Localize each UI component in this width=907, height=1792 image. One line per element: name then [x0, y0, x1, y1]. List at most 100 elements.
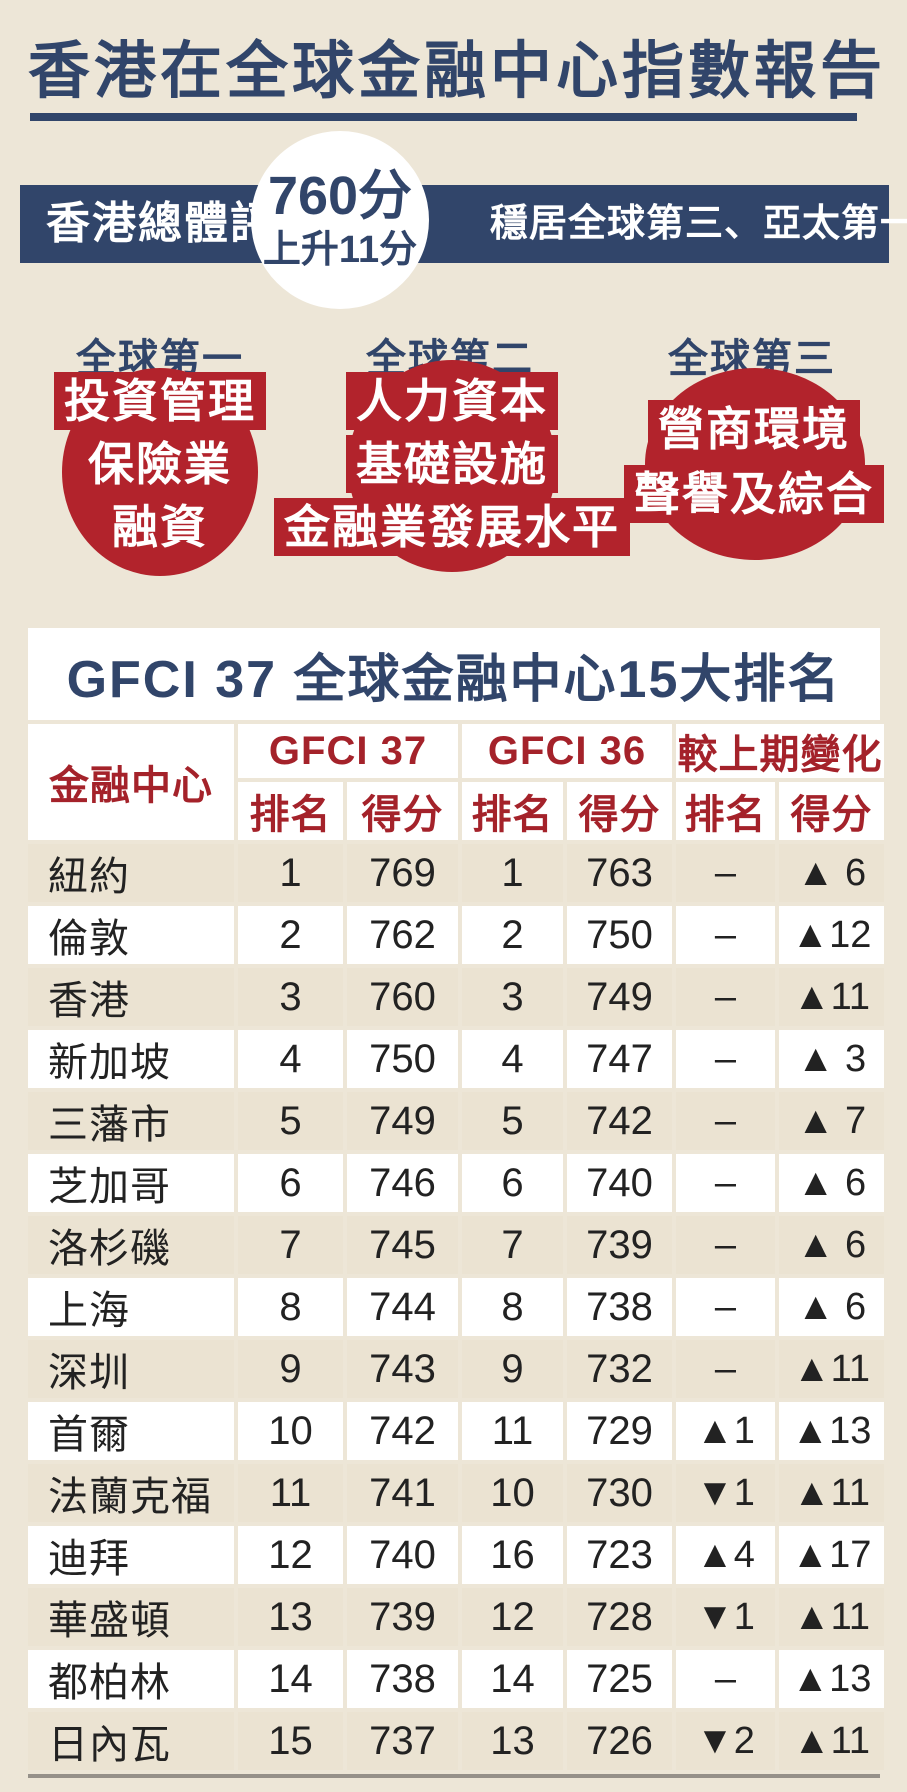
change-score-cell: ▲ 6: [779, 1278, 884, 1336]
subheader-score: 得分: [567, 782, 672, 840]
city-cell: 深圳: [28, 1340, 234, 1398]
gfci36-score-cell: 726: [567, 1712, 672, 1770]
city-cell: 倫敦: [28, 906, 234, 964]
gfci37-rank-cell: 12: [238, 1526, 343, 1584]
change-rank-cell: –: [676, 968, 775, 1026]
gfci37-score-cell: 760: [347, 968, 458, 1026]
change-score-cell: ▲17: [779, 1526, 884, 1584]
gfci37-rank-cell: 5: [238, 1092, 343, 1150]
gfci37-rank-cell: 8: [238, 1278, 343, 1336]
gfci36-rank-cell: 13: [462, 1712, 563, 1770]
gfci36-rank-cell: 16: [462, 1526, 563, 1584]
gfci36-rank-cell: 3: [462, 968, 563, 1026]
category-label: 營商環境: [648, 400, 860, 458]
gfci36-rank-cell: 10: [462, 1464, 563, 1522]
gfci37-rank-cell: 1: [238, 844, 343, 902]
subheader-rank: 排名: [676, 782, 775, 840]
change-rank-cell: –: [676, 1092, 775, 1150]
gfci36-score-cell: 740: [567, 1154, 672, 1212]
gfci36-score-cell: 728: [567, 1588, 672, 1646]
gfci36-rank-cell: 2: [462, 906, 563, 964]
city-cell: 新加坡: [28, 1030, 234, 1088]
score-circle: 760分 上升11分: [251, 131, 429, 309]
city-cell: 首爾: [28, 1402, 234, 1460]
change-rank-cell: ▼1: [676, 1464, 775, 1522]
gfci37-score-cell: 740: [347, 1526, 458, 1584]
change-score-cell: ▲ 6: [779, 844, 884, 902]
gfci36-rank-cell: 5: [462, 1092, 563, 1150]
gfci37-score-cell: 739: [347, 1588, 458, 1646]
gfci37-score-cell: 742: [347, 1402, 458, 1460]
gfci37-rank-cell: 6: [238, 1154, 343, 1212]
header-change: 較上期變化: [676, 724, 884, 778]
change-score-cell: ▲12: [779, 906, 884, 964]
gfci36-rank-cell: 12: [462, 1588, 563, 1646]
change-rank-cell: –: [676, 844, 775, 902]
city-cell: 日內瓦: [28, 1712, 234, 1770]
header-gfci37: GFCI 37: [238, 724, 458, 778]
red-circle-3: [645, 368, 865, 560]
gfci36-score-cell: 738: [567, 1278, 672, 1336]
gfci37-score-cell: 762: [347, 906, 458, 964]
gfci36-rank-cell: 9: [462, 1340, 563, 1398]
change-score-cell: ▲11: [779, 1588, 884, 1646]
header-gfci36: GFCI 36: [462, 724, 672, 778]
change-score-cell: ▲11: [779, 1340, 884, 1398]
gfci36-rank-cell: 7: [462, 1216, 563, 1274]
city-cell: 芝加哥: [28, 1154, 234, 1212]
gfci36-score-cell: 729: [567, 1402, 672, 1460]
category-label: 投資管理: [54, 372, 266, 430]
page-title: 香港在全球金融中心指數報告: [28, 37, 887, 106]
gfci36-score-cell: 763: [567, 844, 672, 902]
gfci36-rank-cell: 11: [462, 1402, 563, 1460]
change-score-cell: ▲ 3: [779, 1030, 884, 1088]
gfci36-score-cell: 739: [567, 1216, 672, 1274]
score-banner: 香港總體評分 穩居全球第三、亞太第一 760分 上升11分: [20, 131, 907, 309]
change-rank-cell: –: [676, 1650, 775, 1708]
gfci36-rank-cell: 8: [462, 1278, 563, 1336]
gfci37-score-cell: 750: [347, 1030, 458, 1088]
change-rank-cell: –: [676, 1154, 775, 1212]
subheader-score: 得分: [347, 782, 458, 840]
header-financial-centre: 金融中心: [28, 724, 234, 840]
change-rank-cell: –: [676, 1340, 775, 1398]
gfci37-rank-cell: 15: [238, 1712, 343, 1770]
gfci37-rank-cell: 10: [238, 1402, 343, 1460]
gfci37-score-cell: 746: [347, 1154, 458, 1212]
overall-score: 760分: [267, 166, 413, 226]
gfci37-rank-cell: 2: [238, 906, 343, 964]
gfci36-score-cell: 750: [567, 906, 672, 964]
banner-right-label: 穩居全球第三、亞太第一: [490, 203, 907, 245]
gfci37-score-cell: 738: [347, 1650, 458, 1708]
gfci37-rank-cell: 3: [238, 968, 343, 1026]
city-cell: 法蘭克福: [28, 1464, 234, 1522]
gfci37-rank-cell: 9: [238, 1340, 343, 1398]
table-title: GFCI 37 全球金融中心15大排名: [28, 628, 880, 720]
gfci37-score-cell: 745: [347, 1216, 458, 1274]
category-label: 金融業發展水平: [274, 498, 630, 556]
gfci36-score-cell: 747: [567, 1030, 672, 1088]
gfci36-score-cell: 730: [567, 1464, 672, 1522]
gfci37-score-cell: 749: [347, 1092, 458, 1150]
gfci36-score-cell: 732: [567, 1340, 672, 1398]
gfci36-rank-cell: 4: [462, 1030, 563, 1088]
gfci37-rank-cell: 4: [238, 1030, 343, 1088]
change-rank-cell: –: [676, 906, 775, 964]
change-score-cell: ▲13: [779, 1402, 884, 1460]
change-score-cell: ▲11: [779, 968, 884, 1026]
gfci37-score-cell: 743: [347, 1340, 458, 1398]
change-rank-cell: ▼2: [676, 1712, 775, 1770]
gfci37-score-cell: 744: [347, 1278, 458, 1336]
gfci36-rank-cell: 14: [462, 1650, 563, 1708]
city-cell: 迪拜: [28, 1526, 234, 1584]
change-rank-cell: –: [676, 1030, 775, 1088]
change-score-cell: ▲ 6: [779, 1154, 884, 1212]
subheader-rank: 排名: [462, 782, 563, 840]
change-rank-cell: ▲4: [676, 1526, 775, 1584]
change-score-cell: ▲13: [779, 1650, 884, 1708]
title-underline: [30, 113, 857, 121]
score-change: 上升11分: [262, 229, 418, 271]
subheader-score: 得分: [779, 782, 884, 840]
change-score-cell: ▲11: [779, 1712, 884, 1770]
category-label: 融資: [102, 498, 218, 556]
